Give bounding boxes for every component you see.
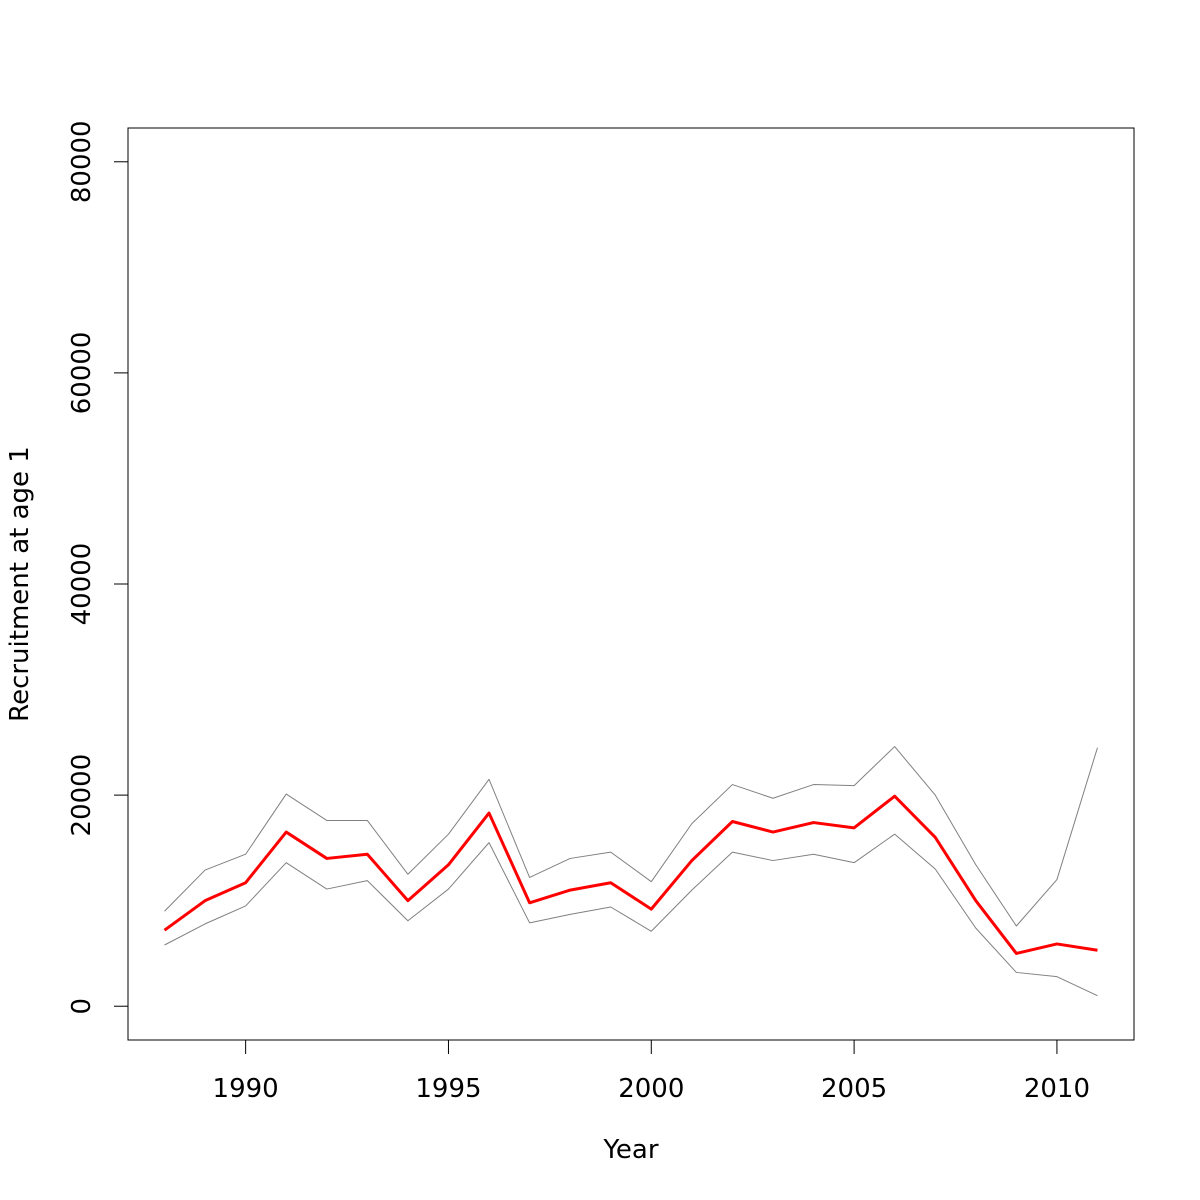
y-axis: 0 20000 40000 60000 80000: [67, 120, 128, 1014]
series-line-upper: [164, 746, 1098, 927]
plot-frame: [127, 127, 1135, 1041]
y-tick-label: 80000: [67, 120, 97, 203]
series-line-lower: [164, 833, 1098, 997]
y-tick-label: 0: [67, 998, 97, 1015]
x-axis: 1990 1995 2000 2005 2010: [213, 1040, 1090, 1104]
x-tick-label: 1990: [213, 1074, 279, 1104]
series-layer: [163, 746, 1098, 997]
x-tick-label: 2010: [1024, 1074, 1090, 1104]
series-line-estimate: [163, 794, 1098, 955]
x-tick-label: 1995: [415, 1074, 481, 1104]
x-tick-label: 2005: [821, 1074, 887, 1104]
y-tick-label: 20000: [67, 754, 97, 837]
x-axis-title: Year: [602, 1135, 658, 1165]
x-tick-label: 2000: [618, 1074, 684, 1104]
y-axis-title: Recruitment at age 1: [5, 446, 35, 722]
y-tick-label: 40000: [67, 543, 97, 626]
y-tick-label: 60000: [67, 332, 97, 415]
